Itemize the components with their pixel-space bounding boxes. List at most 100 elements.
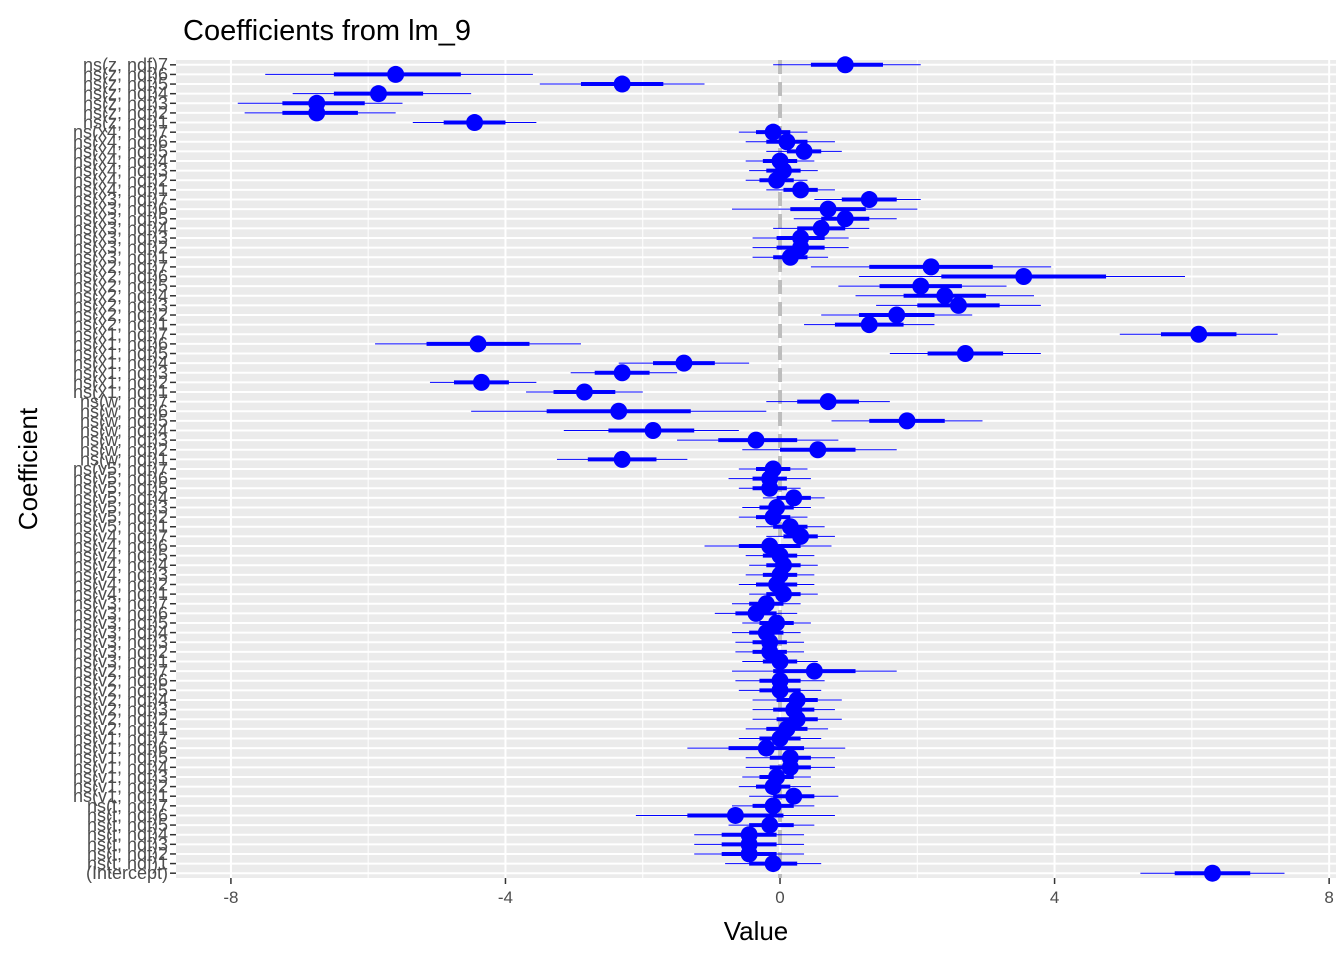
coefficient-row xyxy=(237,94,403,112)
y-tick-label: ns(v2, ndf)5 xyxy=(73,680,168,700)
y-tick-label: ns(x1, ndf)1 xyxy=(73,382,168,402)
coefficient-point xyxy=(761,537,779,555)
y-tick-label: ns(v5, ndf)7 xyxy=(73,459,168,479)
coefficient-point xyxy=(819,393,837,411)
y-tick-label: ns(x2, ndf)2 xyxy=(73,305,168,325)
coefficient-row xyxy=(731,200,918,218)
coefficient-row xyxy=(766,393,890,411)
coefficient-point xyxy=(812,219,830,237)
coefficient-row xyxy=(810,258,1052,276)
coefficient-point xyxy=(613,450,631,468)
x-axis-title: Value xyxy=(724,916,789,946)
y-tick-label: ns(v4, ndf)1 xyxy=(73,584,168,604)
y-tick-label: ns(v1, ndf)7 xyxy=(73,728,168,748)
y-tick-label: ns(x1, ndf)5 xyxy=(73,344,168,364)
y-tick-label: ns(v1, ndf)2 xyxy=(73,777,168,797)
coefficient-point xyxy=(785,787,803,805)
y-tick-label: ns(w, ndf)5 xyxy=(80,411,168,431)
y-tick-label: ns(v3, ndf)7 xyxy=(73,594,168,614)
coefficient-point xyxy=(778,133,796,151)
y-tick-label: ns(t, ndf)4 xyxy=(87,825,168,845)
y-tick-label: ns(v4, ndf)7 xyxy=(73,526,168,546)
coefficient-point xyxy=(747,431,765,449)
y-tick-label: ns(v4, ndf)3 xyxy=(73,565,168,585)
coefficient-row xyxy=(735,672,825,690)
coefficient-point xyxy=(956,345,974,363)
coefficient-point xyxy=(472,373,490,391)
coefficient-row xyxy=(570,364,678,382)
coefficient-row xyxy=(814,191,921,209)
coefficient-row xyxy=(831,412,983,430)
coefficient-row xyxy=(742,768,811,786)
coefficient-row xyxy=(704,537,832,555)
y-tick-label: ns(v3, ndf)6 xyxy=(73,603,168,623)
y-tick-label: ns(t, ndf)5 xyxy=(87,815,168,835)
y-tick-label: ns(z, ndf)1 xyxy=(83,113,168,133)
y-tick-label: ns(v1, ndf)6 xyxy=(73,738,168,758)
coefficient-point xyxy=(466,114,484,132)
coefficient-point xyxy=(936,287,954,305)
coefficient-point xyxy=(1015,268,1033,286)
y-tick-label: ns(v2, ndf)2 xyxy=(73,709,168,729)
y-tick-label: ns(v1, ndf)5 xyxy=(73,748,168,768)
coefficient-row xyxy=(749,162,818,180)
x-tick-label: 4 xyxy=(1050,888,1059,907)
y-tick-label: ns(x3, ndf)2 xyxy=(73,238,168,258)
coefficient-point xyxy=(922,258,940,276)
chart-title: Coefficients from lm_9 xyxy=(183,15,471,47)
coefficient-row xyxy=(773,56,921,74)
y-tick-label: ns(v3, ndf)1 xyxy=(73,651,168,671)
y-tick-label: ns(v5, ndf)1 xyxy=(73,517,168,537)
coefficient-point xyxy=(768,498,786,516)
coefficient-point xyxy=(610,402,628,420)
y-tick-label: ns(z, ndf)6 xyxy=(83,64,168,84)
coefficient-row xyxy=(821,306,973,324)
y-tick-label: ns(x2, ndf)1 xyxy=(73,315,168,335)
y-tick-label: ns(x1, ndf)3 xyxy=(73,363,168,383)
coefficient-point xyxy=(860,191,878,209)
coefficient-point xyxy=(898,412,916,430)
y-tick-label: ns(v1, ndf)4 xyxy=(73,757,168,777)
y-tick-label: ns(x2, ndf)5 xyxy=(73,276,168,296)
y-tick-label: ns(x3, ndf)6 xyxy=(73,199,168,219)
coefficient-point xyxy=(764,855,782,873)
coefficient-row xyxy=(731,595,801,613)
y-tick-label: ns(v4, ndf)2 xyxy=(73,574,168,594)
y-tick-label: ns(x4, ndf)2 xyxy=(73,170,168,190)
coefficient-point xyxy=(757,739,775,757)
y-tick-label: ns(t, ndf)7 xyxy=(87,796,168,816)
coefficient-point xyxy=(764,460,782,478)
coefficient-point xyxy=(613,75,631,93)
coefficient-row xyxy=(749,787,839,805)
y-tick-label: ns(v3, ndf)5 xyxy=(73,613,168,633)
y-tick-label: ns(t, ndf)6 xyxy=(87,805,168,825)
coefficient-point xyxy=(768,768,786,786)
coefficient-row xyxy=(1119,325,1278,343)
coefficient-row xyxy=(876,296,1041,314)
coefficient-row xyxy=(731,662,897,680)
coefficient-row xyxy=(738,729,822,747)
coefficient-point xyxy=(308,94,326,112)
coefficient-row xyxy=(731,797,815,815)
coefficient-row xyxy=(1140,864,1285,882)
coefficient-row xyxy=(742,614,811,632)
y-tick-label: ns(v5, ndf)3 xyxy=(73,497,168,517)
coefficient-point xyxy=(819,200,837,218)
coefficient-row xyxy=(635,806,835,824)
coefficient-point xyxy=(740,826,758,844)
y-tick-label: ns(v4, ndf)6 xyxy=(73,536,168,556)
coefficient-row xyxy=(725,855,822,873)
coefficient-row xyxy=(745,133,835,151)
y-tick-label: ns(t, ndf)2 xyxy=(87,844,168,864)
y-tick-label: ns(v3, ndf)3 xyxy=(73,632,168,652)
coefficient-point xyxy=(836,210,854,228)
coefficient-point xyxy=(757,595,775,613)
coefficient-point xyxy=(387,65,405,83)
y-tick-label: ns(v2, ndf)3 xyxy=(73,700,168,720)
y-tick-label: ns(w, ndf)4 xyxy=(80,421,168,441)
coefficient-point xyxy=(836,56,854,74)
coefficient-point xyxy=(726,806,744,824)
x-tick-label: -4 xyxy=(498,888,513,907)
y-tick-label: ns(v4, ndf)5 xyxy=(73,546,168,566)
